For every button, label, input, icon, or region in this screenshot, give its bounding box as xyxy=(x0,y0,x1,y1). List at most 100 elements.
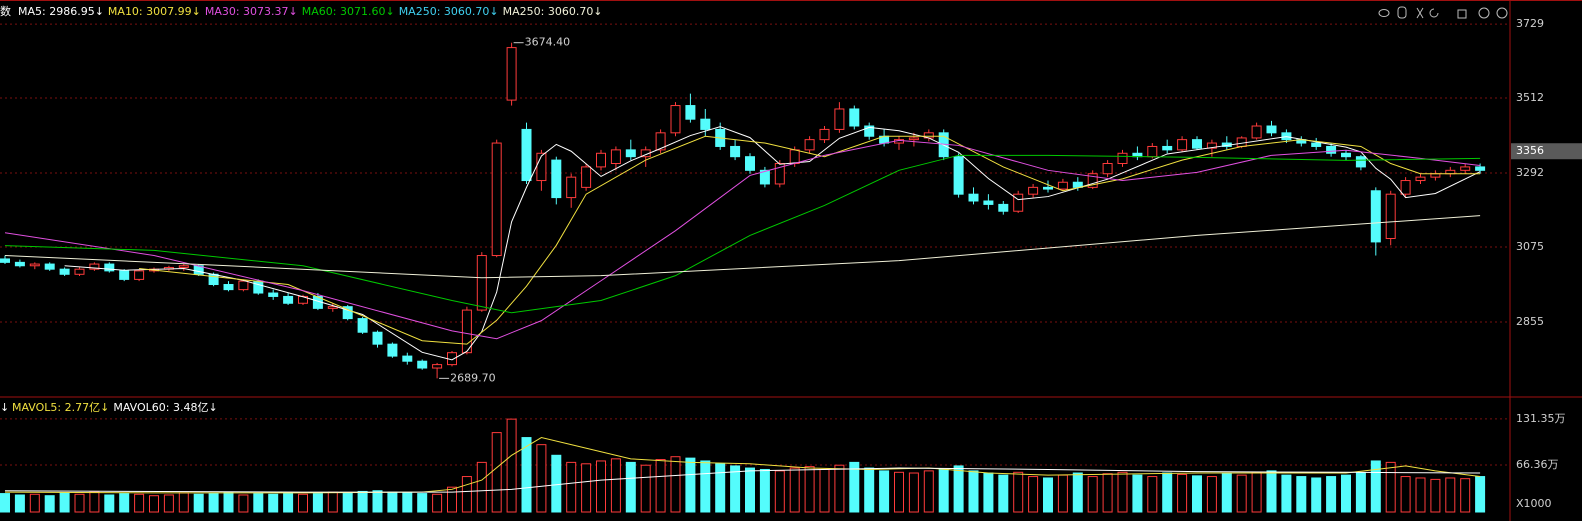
volume-bar xyxy=(0,493,10,513)
candle-body xyxy=(119,270,130,280)
candle-body xyxy=(14,261,25,267)
volume-bar xyxy=(1251,471,1262,513)
y-tick-label: 3075 xyxy=(1516,240,1544,253)
candle-body xyxy=(1236,137,1247,147)
candle-body xyxy=(983,200,994,205)
volume-bar xyxy=(1177,473,1188,513)
zoom-out-icon[interactable] xyxy=(1496,7,1508,19)
undo-icon[interactable] xyxy=(1429,8,1439,18)
candle-body xyxy=(789,149,800,165)
volume-multiplier: X1000 xyxy=(1516,497,1552,510)
volume-legend-entry: MAVOL5: 2.77亿↓ xyxy=(12,401,109,414)
volume-bar xyxy=(253,493,264,513)
volume-bar xyxy=(1415,477,1426,513)
header-prefix: 数 xyxy=(0,5,11,18)
candle-body xyxy=(610,149,621,165)
volume-ma-line xyxy=(4,437,1481,494)
candle-body xyxy=(685,105,696,120)
candle-body xyxy=(1192,139,1202,149)
volume-bar xyxy=(566,461,577,513)
candle-body xyxy=(506,47,517,101)
cut-icon[interactable] xyxy=(1416,7,1424,19)
candle-body xyxy=(402,355,413,362)
volume-bar xyxy=(1072,472,1083,513)
volume-bar xyxy=(74,493,85,513)
volume-bar xyxy=(983,472,994,513)
ma-line xyxy=(4,154,1481,314)
volume-bar xyxy=(1102,473,1113,513)
volume-bar xyxy=(1430,478,1441,513)
volume-bar xyxy=(312,493,323,513)
volume-bar xyxy=(1326,476,1337,513)
candle-body xyxy=(1385,193,1396,239)
volume-bar xyxy=(551,454,562,513)
legend-entry: MA250: 3060.70↓ xyxy=(399,5,499,18)
candle-body xyxy=(89,263,100,270)
volume-bar xyxy=(268,493,279,513)
candle-body xyxy=(476,255,487,311)
volume-bar xyxy=(715,463,726,513)
candle-body xyxy=(178,265,189,268)
volume-bar xyxy=(1043,477,1053,513)
volume-bar xyxy=(491,432,502,513)
volume-ma-line xyxy=(4,467,1481,493)
lock-icon[interactable] xyxy=(1457,9,1467,19)
candle-body xyxy=(1013,193,1024,212)
legend-entry: MA250: 3060.70↓ xyxy=(503,5,603,18)
hand-icon[interactable] xyxy=(1397,6,1407,19)
volume-bar xyxy=(536,444,547,513)
candle-body xyxy=(417,360,428,369)
volume-bar xyxy=(1296,476,1307,513)
candle-body xyxy=(1475,166,1486,171)
candle-body xyxy=(730,145,741,158)
volume-tick-label: 131.35万 xyxy=(1516,412,1566,425)
candle-body xyxy=(566,176,577,199)
ma-line xyxy=(64,126,1481,361)
volume-bar xyxy=(1475,476,1486,513)
candle-body xyxy=(461,309,472,354)
candle-body xyxy=(968,193,979,202)
volume-bar xyxy=(596,460,606,513)
eye-icon[interactable] xyxy=(1378,9,1390,17)
candle-body xyxy=(521,128,532,182)
candle-body xyxy=(1177,139,1188,151)
volume-bar xyxy=(44,495,55,513)
candle-body xyxy=(864,125,875,137)
volume-bar xyxy=(1370,460,1381,513)
volume-bar xyxy=(1087,476,1098,513)
y-tick-label: 3729 xyxy=(1516,17,1544,30)
volume-legend-entry: MAVOL60: 3.48亿↓ xyxy=(113,401,217,414)
candle-body xyxy=(491,142,502,257)
last-price-label: 3356 xyxy=(1516,144,1544,157)
volume-bar xyxy=(998,474,1009,513)
candle-body xyxy=(44,263,55,270)
volume-bar xyxy=(819,468,830,513)
toolbar xyxy=(1378,6,1508,19)
candle-body xyxy=(596,152,606,168)
volume-bar xyxy=(685,457,696,513)
candle-body xyxy=(1400,180,1411,195)
volume-bar xyxy=(357,490,368,513)
candle-body xyxy=(387,343,398,357)
candle-body xyxy=(134,270,145,280)
candle-body xyxy=(774,163,785,185)
volume-bar xyxy=(104,494,115,513)
volume-bar xyxy=(1206,476,1217,513)
candle-body xyxy=(849,108,860,127)
candle-body xyxy=(1162,145,1173,151)
zoom-in-icon[interactable] xyxy=(1478,7,1490,19)
candle-body xyxy=(819,128,830,141)
volume-bar xyxy=(178,492,189,513)
volume-bar xyxy=(1400,476,1411,513)
volume-bar xyxy=(521,437,532,513)
candle-body xyxy=(804,139,815,151)
volume-bar xyxy=(730,465,741,513)
volume-bar xyxy=(14,494,25,513)
volume-bar xyxy=(1013,471,1024,513)
ma-line xyxy=(139,135,1481,345)
volume-bar xyxy=(163,494,174,513)
candle-body xyxy=(908,137,919,141)
candle-body xyxy=(283,295,294,304)
volume-bar xyxy=(834,464,845,513)
candle-body xyxy=(238,280,249,291)
